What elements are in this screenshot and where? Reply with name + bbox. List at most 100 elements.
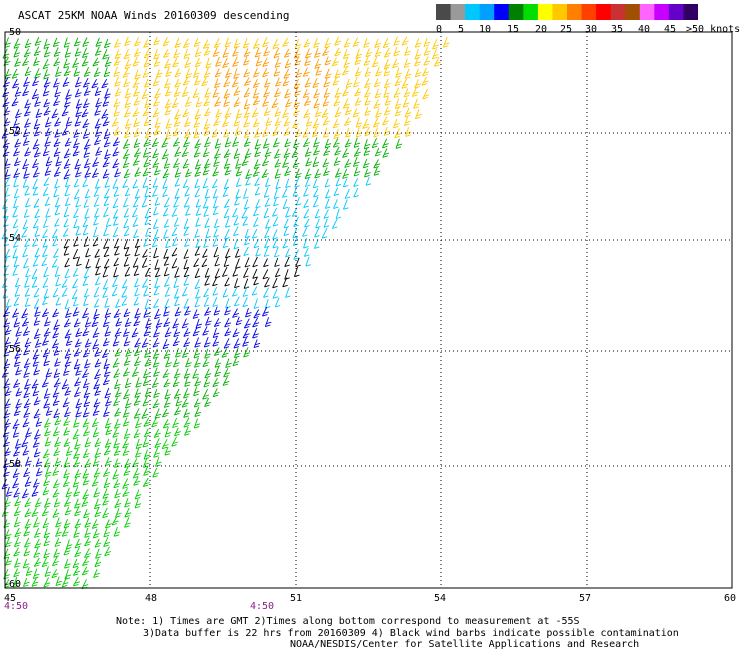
wind-barb — [194, 46, 202, 58]
wind-barb — [164, 286, 171, 297]
colorbar-swatch — [494, 4, 510, 20]
wind-barb — [112, 147, 120, 157]
wind-barb — [95, 257, 101, 269]
wind-barb — [344, 189, 351, 199]
wind-barb — [334, 146, 342, 156]
wind-barb — [54, 457, 62, 467]
wind-barb — [81, 497, 89, 507]
colorbar-swatch — [668, 4, 685, 20]
wind-barb — [222, 186, 229, 198]
wind-barb — [114, 246, 120, 256]
wind-barb — [323, 209, 330, 219]
wind-barb — [224, 277, 230, 287]
wind-barb — [164, 98, 172, 109]
wind-barb — [203, 337, 211, 348]
colorbar-swatch — [537, 4, 554, 20]
wind-barb — [352, 37, 360, 47]
wind-barb — [382, 148, 390, 158]
wind-barb — [13, 296, 20, 307]
wind-barb — [14, 558, 21, 568]
wind-barb — [102, 337, 110, 347]
wind-barb — [33, 328, 41, 340]
wind-barb — [142, 147, 150, 158]
wind-barb — [103, 247, 110, 258]
wind-barb — [34, 208, 40, 219]
wind-barb — [21, 488, 29, 499]
wind-barb — [141, 257, 148, 268]
wind-barb — [333, 157, 341, 166]
wind-barb — [103, 258, 110, 269]
wind-barb — [322, 127, 330, 138]
wind-barb — [82, 348, 90, 358]
wind-barb — [192, 309, 200, 319]
wind-barb — [324, 178, 331, 188]
wind-barb — [111, 117, 119, 127]
wind-barb — [115, 317, 123, 327]
wind-barb — [143, 39, 151, 48]
wind-barb — [32, 218, 39, 229]
wind-barb — [203, 119, 211, 130]
wind-barb — [22, 446, 30, 456]
wind-barb — [12, 266, 18, 276]
wind-barb — [13, 198, 19, 209]
wind-barb — [203, 239, 209, 248]
wind-barb — [103, 207, 109, 218]
wind-barb — [12, 308, 20, 318]
wind-barb — [232, 267, 238, 277]
wind-barb — [83, 396, 91, 408]
wind-barb — [225, 298, 231, 309]
wind-barb — [223, 338, 231, 349]
wind-barb — [12, 229, 19, 240]
wind-barb — [155, 456, 162, 467]
wind-barb — [154, 259, 160, 270]
wind-barb — [42, 517, 50, 529]
wind-barb — [383, 78, 391, 89]
wind-barb — [92, 406, 100, 416]
wind-barb — [113, 56, 121, 66]
wind-barb — [204, 277, 210, 286]
wind-barb — [322, 158, 330, 168]
wind-barb — [61, 126, 69, 136]
wind-barb — [193, 117, 201, 128]
wind-barb — [43, 327, 51, 337]
wind-barb — [243, 68, 251, 78]
wind-barb — [181, 286, 188, 297]
wind-barb — [52, 338, 59, 349]
wind-barb — [91, 519, 99, 529]
wind-barb — [264, 317, 272, 328]
wind-barb — [114, 388, 122, 398]
wind-barb — [4, 326, 12, 336]
wind-barb — [63, 416, 71, 427]
wind-barb — [23, 407, 31, 418]
wind-barb — [82, 98, 90, 109]
wind-barb — [284, 138, 291, 148]
wind-barb — [224, 137, 232, 148]
wind-barb — [13, 147, 20, 157]
wind-barb — [142, 68, 150, 78]
wind-barb — [174, 167, 182, 178]
wind-barb — [55, 517, 62, 528]
wind-barb — [133, 296, 140, 306]
wind-barb — [293, 97, 301, 108]
wind-barb — [72, 477, 80, 488]
wind-barb — [132, 216, 139, 228]
wind-barb — [371, 137, 379, 149]
wind-barb — [344, 138, 352, 148]
wind-barb — [234, 196, 240, 206]
wind-barb — [253, 159, 261, 170]
wind-barb — [152, 399, 160, 409]
wind-barb — [312, 156, 320, 168]
wind-barb — [241, 156, 249, 167]
wind-barb — [413, 98, 420, 109]
wind-barb — [103, 128, 111, 140]
wind-barb — [163, 267, 170, 277]
wind-barb — [2, 87, 10, 98]
wind-barb — [265, 177, 271, 188]
wind-barb — [23, 168, 30, 179]
wind-barb — [395, 138, 403, 149]
wind-barb — [274, 117, 282, 127]
wind-barb — [194, 57, 202, 68]
wind-barb — [13, 457, 21, 468]
wind-barb — [152, 467, 160, 478]
wind-barb — [194, 246, 201, 256]
